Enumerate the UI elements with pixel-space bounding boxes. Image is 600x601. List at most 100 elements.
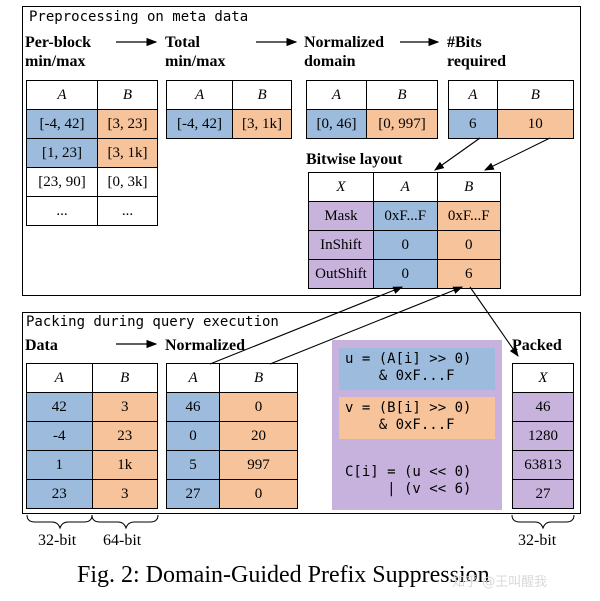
col-header-b: B bbox=[232, 80, 292, 110]
brace-x bbox=[511, 514, 575, 530]
table-row: 46 bbox=[512, 392, 574, 422]
code-c: C[i] = (u << 0) | (v << 6) bbox=[345, 464, 472, 497]
col-header-a: A bbox=[448, 80, 498, 110]
col-header-x: X bbox=[308, 172, 374, 202]
col-header-b: B bbox=[436, 172, 501, 202]
cell: [-4, 42] bbox=[165, 109, 234, 139]
cell: [0, 3k] bbox=[96, 167, 159, 197]
bits-required-heading: #Bits required bbox=[447, 34, 506, 70]
normalized-domain-table: A B [0, 46] [0, 997] bbox=[306, 80, 438, 139]
a-bitwidth-label: 32-bit bbox=[38, 532, 77, 549]
table-row: 42 3 bbox=[26, 392, 158, 422]
col-header-b: B bbox=[496, 80, 575, 110]
table-row: 27 bbox=[512, 479, 574, 509]
per-block-heading: Per-block min/max bbox=[25, 34, 92, 70]
b-bitwidth-label: 64-bit bbox=[103, 532, 142, 549]
cell: ... bbox=[26, 196, 98, 226]
cell: 1 bbox=[26, 450, 93, 480]
table-row: 0 20 bbox=[165, 421, 298, 451]
bitwise-layout-heading: Bitwise layout bbox=[306, 151, 403, 168]
cell: 5 bbox=[165, 450, 221, 480]
cell: [3, 1k] bbox=[96, 138, 159, 168]
cell: ... bbox=[96, 196, 159, 226]
bitwise-layout-table: X A B Mask 0xF...F 0xF...F InShift 0 0 O… bbox=[308, 172, 501, 289]
data-table: A B 42 3 -4 23 1 1k 23 3 bbox=[26, 363, 158, 509]
cell: 0xF...F bbox=[373, 201, 438, 231]
cell: 20 bbox=[219, 421, 298, 451]
table-row: 63813 bbox=[512, 450, 574, 480]
cell: 0 bbox=[373, 259, 438, 289]
cell: [0, 46] bbox=[306, 109, 367, 139]
total-table: A B [-4, 42] [3, 1k] bbox=[165, 80, 292, 139]
table-row: [1, 23] [3, 1k] bbox=[26, 138, 159, 168]
normalized-heading: Normalized bbox=[165, 337, 245, 354]
table-row: 1280 bbox=[512, 421, 574, 451]
packed-heading: Packed bbox=[512, 337, 562, 354]
arrow-norm-a-to-layout bbox=[209, 286, 404, 365]
cell: [3, 1k] bbox=[232, 109, 292, 139]
cell: 0 bbox=[219, 392, 298, 422]
col-header-x: X bbox=[512, 363, 574, 393]
cell: 27 bbox=[512, 479, 574, 509]
brace-b bbox=[91, 514, 159, 530]
cell: 1280 bbox=[512, 421, 574, 451]
figure-caption: Fig. 2: Domain-Guided Prefix Suppression bbox=[77, 562, 490, 588]
table-row: ... ... bbox=[26, 196, 159, 226]
packing-panel bbox=[22, 312, 581, 514]
cell: 3 bbox=[91, 479, 158, 509]
table-row: 27 0 bbox=[165, 479, 298, 509]
cell: [0, 997] bbox=[366, 109, 438, 139]
cell: 23 bbox=[26, 479, 93, 509]
arrow-bits-a-to-layout bbox=[434, 137, 481, 171]
data-heading: Data bbox=[25, 337, 58, 354]
code-u: u = (A[i] >> 0) & 0xF...F bbox=[339, 348, 495, 390]
cell: 3 bbox=[91, 392, 158, 422]
cell: 23 bbox=[91, 421, 158, 451]
cell: 1k bbox=[91, 450, 158, 480]
col-header-b: B bbox=[96, 80, 159, 110]
col-header-a: A bbox=[165, 363, 221, 393]
row-label: Mask bbox=[308, 201, 374, 231]
bits-required-table: A B 6 10 bbox=[448, 80, 575, 139]
table-row: [0, 46] [0, 997] bbox=[306, 109, 438, 139]
col-header-b: B bbox=[91, 363, 158, 393]
table-row: InShift 0 0 bbox=[308, 230, 501, 260]
table-row: OutShift 0 6 bbox=[308, 259, 501, 289]
cell: 63813 bbox=[512, 450, 574, 480]
table-row: -4 23 bbox=[26, 421, 158, 451]
cell: 0 bbox=[373, 230, 438, 260]
normalized-table: A B 46 0 0 20 5 997 27 0 bbox=[165, 363, 298, 509]
col-header-a: A bbox=[306, 80, 367, 110]
code-v: v = (B[i] >> 0) & 0xF...F bbox=[339, 397, 495, 439]
table-row: 46 0 bbox=[165, 392, 298, 422]
normalized-domain-heading: Normalized domain bbox=[304, 34, 384, 70]
cell: 6 bbox=[436, 259, 501, 289]
preprocessing-title: Preprocessing on meta data bbox=[29, 9, 249, 25]
col-header-a: A bbox=[373, 172, 438, 202]
arrow-norm-b-to-layout bbox=[269, 286, 464, 365]
cell: 10 bbox=[496, 109, 575, 139]
cell: [3, 23] bbox=[96, 109, 159, 139]
watermark: 知乎 @王叫醒我 bbox=[452, 575, 548, 590]
brace-a bbox=[26, 514, 93, 530]
cell: 0 bbox=[219, 479, 298, 509]
arrow-layout-to-packed bbox=[469, 286, 519, 357]
packed-table: X 46 1280 63813 27 bbox=[512, 363, 574, 509]
x-bitwidth-label: 32-bit bbox=[518, 532, 557, 549]
table-row: 1 1k bbox=[26, 450, 158, 480]
col-header-a: A bbox=[26, 80, 98, 110]
cell: 46 bbox=[512, 392, 574, 422]
table-row: 23 3 bbox=[26, 479, 158, 509]
row-label: OutShift bbox=[308, 259, 374, 289]
total-heading: Total min/max bbox=[165, 34, 226, 70]
cell: [1, 23] bbox=[26, 138, 98, 168]
per-block-table: A B [-4, 42] [3, 23] [1, 23] [3, 1k] [23… bbox=[26, 80, 159, 226]
packing-title: Packing during query execution bbox=[26, 314, 279, 330]
table-row: [-4, 42] [3, 1k] bbox=[165, 109, 292, 139]
cell: 27 bbox=[165, 479, 221, 509]
cell: 42 bbox=[26, 392, 93, 422]
cell: -4 bbox=[26, 421, 93, 451]
table-row: 6 10 bbox=[448, 109, 575, 139]
row-label: InShift bbox=[308, 230, 374, 260]
